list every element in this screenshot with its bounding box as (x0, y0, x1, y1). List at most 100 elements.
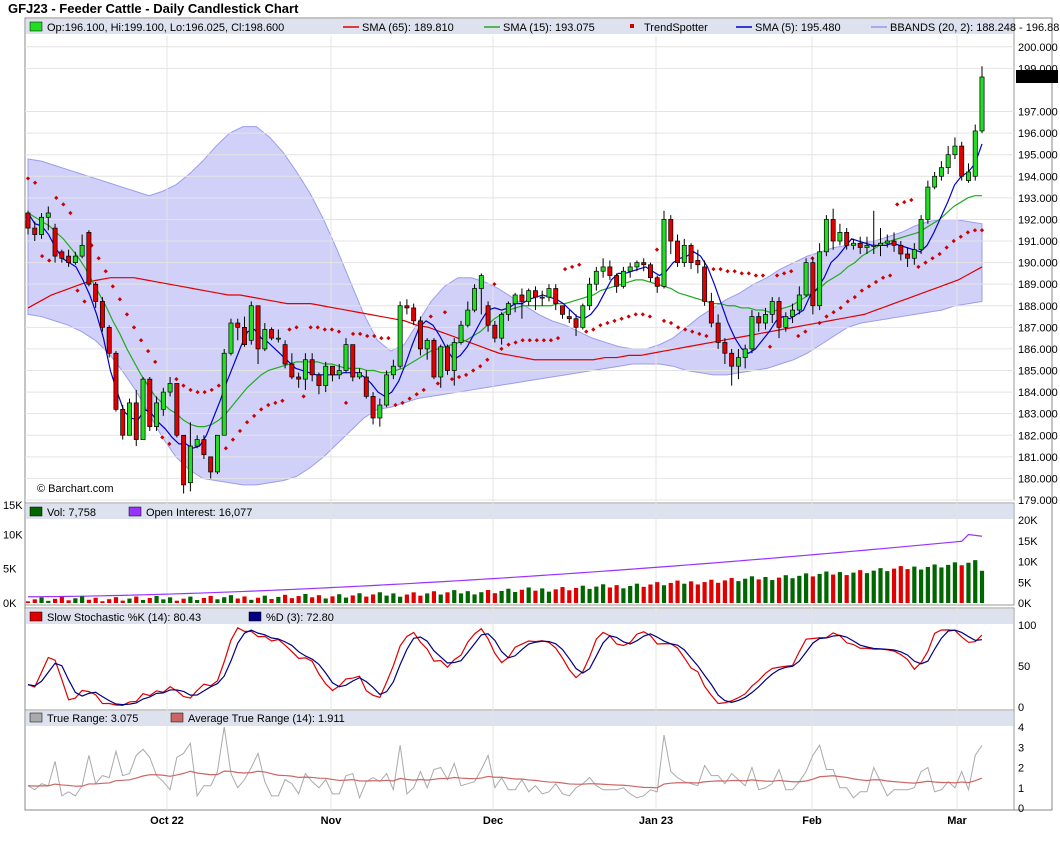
volume-bar (465, 591, 470, 603)
trendspotter-dot (407, 396, 412, 401)
candle (891, 232, 897, 252)
trendspotter-dot (562, 266, 568, 272)
volume-bar (479, 592, 484, 603)
candle (810, 258, 816, 315)
trendspotter-dot (379, 336, 384, 341)
trendspotter-dot (195, 389, 200, 395)
candle (911, 243, 917, 265)
candle-body (52, 227, 58, 257)
candle (289, 353, 295, 380)
candle-body (823, 219, 829, 253)
trendspotter-dot (803, 329, 808, 334)
price-tick-label: 191.000 (1018, 236, 1058, 248)
candle-body (742, 348, 748, 358)
candle (620, 266, 626, 289)
candle (350, 344, 356, 382)
trendspotter-dot (322, 327, 327, 332)
candle-body (566, 316, 572, 320)
candle-body (269, 329, 275, 339)
trendspotter-dot (541, 338, 546, 343)
trendspotter-dot (343, 400, 349, 406)
volume-bar (810, 576, 815, 603)
chart-title: GFJ23 - Feeder Cattle - Daily Candlestic… (8, 1, 299, 16)
candle-body (431, 339, 437, 378)
volume-bar (540, 588, 545, 603)
candle-body (864, 244, 870, 248)
candle-body (952, 145, 958, 156)
candle-body (187, 445, 193, 484)
volume-bar (682, 583, 687, 603)
trendspotter-dot (386, 336, 391, 341)
candle (438, 344, 444, 388)
volume-tick-right: 10K (1018, 557, 1038, 569)
candle (160, 387, 166, 416)
candle (702, 260, 708, 306)
volume-bar (959, 565, 964, 603)
legend-swatch (29, 712, 43, 723)
legend-swatch (29, 506, 43, 517)
candle (634, 260, 640, 272)
trendspotter-dot (456, 374, 462, 380)
trendspotter-dot (753, 273, 758, 278)
candle-body (201, 439, 207, 456)
candle (708, 292, 714, 328)
volume-bar (546, 591, 552, 603)
trendspotter-dot (873, 279, 879, 285)
price-tick-label: 197.000 (1018, 107, 1058, 119)
candle-body (600, 266, 606, 272)
candle (316, 372, 322, 395)
trendspotter-dot (421, 387, 426, 393)
candle-body (417, 320, 423, 350)
volume-bar (898, 566, 903, 603)
trendspotter-dot (287, 327, 292, 332)
candle (384, 370, 390, 408)
trendspotter-dot (216, 383, 221, 388)
candle (25, 210, 31, 235)
volume-bar (269, 599, 274, 603)
trendspotter-dot (767, 344, 773, 349)
volume-bar (891, 568, 897, 603)
candle (377, 398, 383, 427)
volume-bar (973, 560, 978, 603)
volume-bar (858, 570, 863, 603)
price-tick-label: 193.000 (1018, 193, 1058, 205)
volume-bar (249, 599, 254, 603)
candle-body (526, 290, 532, 302)
atr-tick: 0 (1018, 803, 1024, 815)
x-axis-label: Feb (802, 815, 822, 827)
candle (59, 249, 65, 263)
candle-body (769, 301, 775, 315)
legend-item: Average True Range (14): 1.911 (170, 712, 345, 725)
last-price-tag (1016, 70, 1058, 84)
candle-body (59, 251, 65, 259)
candle (641, 258, 647, 272)
volume-bar (52, 598, 58, 603)
trendspotter-dot (909, 197, 914, 203)
volume-bar (167, 597, 173, 603)
trendspotter-dot (725, 269, 730, 274)
volume-bar (783, 575, 788, 603)
candle-body (573, 318, 579, 328)
candle (654, 275, 660, 293)
candle-body (587, 283, 593, 307)
trendspotter-dot (895, 202, 900, 207)
trendspotter-dot (273, 400, 278, 406)
volume-bar (283, 594, 288, 603)
volume-bar (885, 571, 890, 603)
trendspotter-dot (732, 269, 737, 274)
trendspotter-dot (365, 333, 370, 339)
candle-body (519, 294, 525, 302)
legend-item: TrendSpotter (630, 22, 708, 34)
candle-body (661, 219, 667, 287)
candle-body (350, 344, 356, 378)
volume-bar (215, 599, 220, 603)
trendspotter-dot (167, 441, 172, 447)
volume-tick-right: 0K (1018, 598, 1032, 610)
candle (472, 284, 478, 313)
volume-bar (580, 585, 585, 603)
volume-bar (499, 590, 504, 603)
candle (282, 340, 288, 369)
panel-stoch (24, 607, 1015, 711)
legend-swatch (29, 21, 43, 32)
volume-bar (458, 593, 464, 603)
